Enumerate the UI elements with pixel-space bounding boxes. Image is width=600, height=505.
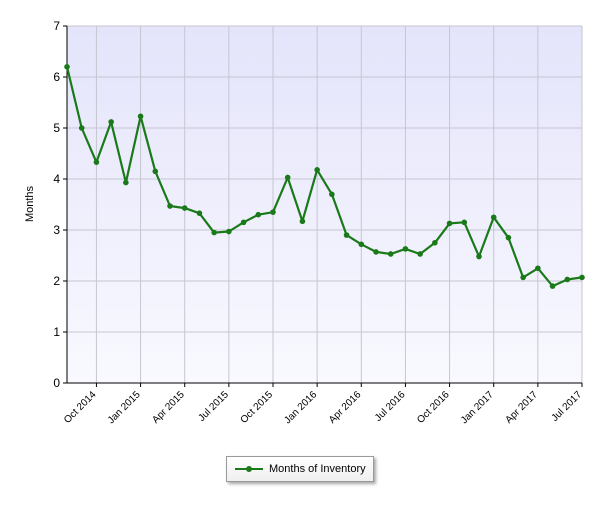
y-tick-label: 2	[53, 274, 60, 288]
x-tick-label: Jul 2015	[196, 389, 231, 424]
data-point	[490, 214, 497, 221]
x-tick-label: Jan 2016	[282, 389, 319, 426]
data-point	[549, 283, 556, 289]
x-tick-label: Oct 2016	[415, 389, 452, 426]
x-tick-label: Apr 2017	[503, 389, 540, 426]
x-gridlines	[95, 26, 583, 383]
data-point	[181, 205, 188, 211]
y-tick-label: 5	[53, 121, 60, 135]
x-tick-label: Apr 2015	[150, 389, 187, 426]
data-point	[240, 219, 247, 226]
data-point	[152, 168, 159, 175]
data-point	[505, 234, 512, 241]
data-point	[137, 113, 144, 120]
x-tick-labels: Oct 2014 Jan 2015 Apr 2015 Jul 2015 Oct 2015…	[62, 383, 584, 426]
data-point	[78, 125, 85, 131]
data-point	[564, 276, 571, 283]
legend-swatch	[235, 464, 263, 474]
x-tick-label: Jan 2017	[459, 389, 496, 426]
data-point	[358, 241, 365, 248]
x-tick-label: Apr 2016	[327, 389, 364, 426]
series-line	[65, 66, 583, 288]
y-gridlines	[67, 25, 582, 333]
data-point	[329, 191, 335, 198]
data-point	[387, 251, 394, 257]
data-point	[579, 274, 585, 281]
data-point	[196, 210, 203, 216]
y-tick-label: 0	[53, 376, 60, 390]
data-point	[255, 211, 262, 218]
data-point	[108, 119, 114, 125]
legend-label: Months of Inventory	[269, 463, 366, 475]
plot-area	[67, 26, 582, 383]
data-point	[520, 274, 526, 281]
y-axis-label: Months	[24, 185, 36, 222]
x-tick-label: Oct 2014	[62, 389, 99, 426]
data-point	[123, 179, 129, 186]
data-point	[535, 265, 541, 272]
data-point	[402, 246, 409, 252]
data-point	[373, 249, 379, 255]
data-point	[270, 209, 276, 215]
y-tick-labels: 0 1 2 3 4 5 6 7	[53, 19, 67, 390]
x-tick-label: Jan 2015	[106, 389, 143, 426]
data-point	[461, 219, 468, 226]
data-point	[64, 64, 70, 70]
y-tick-label: 7	[53, 19, 60, 33]
data-point	[314, 167, 320, 173]
data-point	[93, 159, 100, 165]
x-tick-label: Oct 2015	[239, 389, 276, 426]
y-tick-label: 4	[53, 172, 60, 186]
legend: Months of Inventory	[226, 456, 374, 482]
data-point	[167, 203, 173, 209]
data-point	[226, 228, 232, 235]
data-point	[432, 239, 438, 246]
x-tick-label: Jul 2017	[550, 389, 585, 424]
data-point	[476, 253, 482, 260]
y-tick-label: 6	[53, 70, 60, 84]
y-tick-label: 1	[53, 325, 60, 339]
y-tick-label: 3	[53, 223, 60, 237]
series-months-of-inventory	[64, 64, 585, 289]
data-point	[299, 218, 306, 225]
data-point	[446, 220, 453, 227]
data-point	[417, 251, 423, 257]
x-tick-label: Jul 2016	[373, 389, 408, 424]
data-point	[284, 174, 291, 181]
data-point	[343, 232, 350, 238]
data-point	[211, 229, 217, 236]
